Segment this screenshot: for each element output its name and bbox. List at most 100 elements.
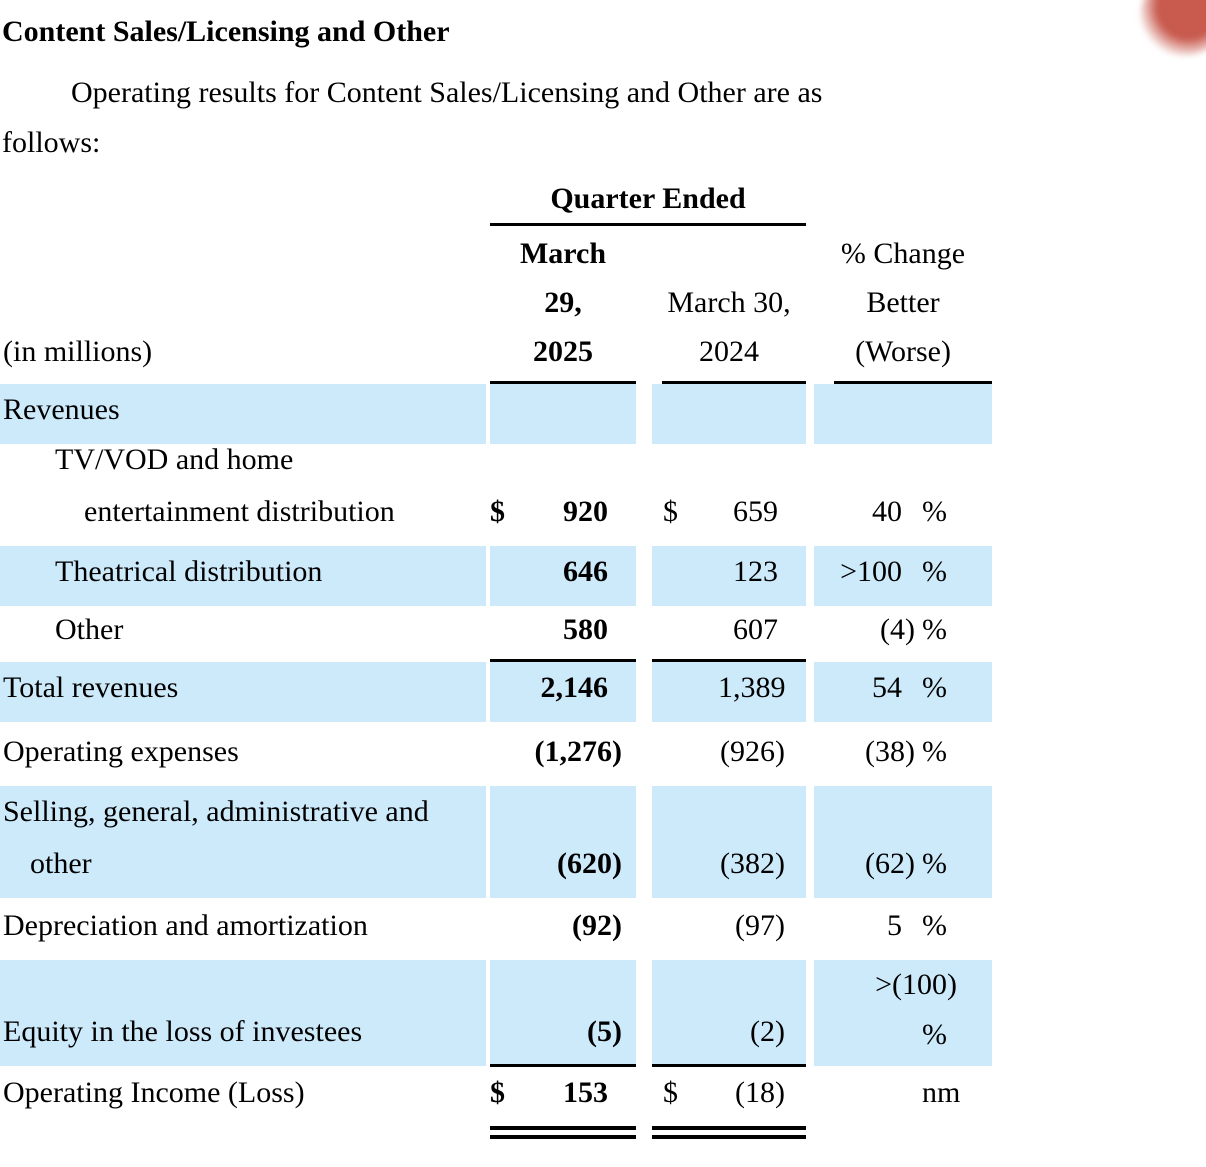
col-header-2025: March 29, 2025: [490, 226, 636, 384]
value-cell-2024: 123: [652, 546, 806, 606]
row-label-line: entertainment distribution: [84, 495, 395, 528]
column-gap: [806, 722, 814, 786]
value-cell-2025: $153: [490, 1067, 636, 1127]
pct-sign: %: [922, 735, 947, 768]
pct-sign: %: [922, 613, 947, 646]
row-label-line: Revenues: [3, 393, 120, 426]
currency-symbol: $: [490, 495, 505, 528]
value-cell-2025: 2,146: [490, 662, 636, 722]
intro-line: Operating results for Content Sales/Lice…: [71, 76, 823, 109]
table-row: Theatrical distribution 646 123 >100%: [0, 546, 992, 606]
intro-paragraph: Operating results for Content Sales/Lice…: [0, 68, 1206, 168]
col-header-line: 29,: [544, 286, 582, 319]
column-gap: [806, 434, 814, 546]
row-label-line: Equity in the loss of investees: [3, 1015, 363, 1048]
financial-table: Quarter Ended (in millions) March 29, 20…: [0, 168, 992, 1140]
value-cell-2025: (92): [490, 898, 636, 960]
double-rule-row: [0, 1124, 992, 1140]
pct-sign: %: [922, 555, 947, 588]
row-label-cell: TV/VOD and home entertainment distributio…: [0, 434, 486, 546]
value-cell-2025: (620): [490, 786, 636, 898]
value: 153: [563, 1076, 608, 1109]
value: (926): [720, 735, 785, 768]
table-row: Revenues: [0, 384, 992, 444]
value: (5): [587, 1015, 622, 1048]
pct-value: (4): [880, 613, 915, 646]
value: (382): [720, 847, 785, 880]
pct-value: 40: [872, 495, 902, 528]
value: 2,146: [540, 671, 609, 704]
value-cell-2025: [490, 384, 636, 444]
pct-change-cell: nm: [814, 1067, 992, 1127]
column-gap: [806, 662, 814, 722]
table-row: Operating Income (Loss) $153 $ (18) nm: [0, 1067, 992, 1124]
value-cell-2025: 580: [490, 604, 636, 664]
value-cell-2024: (382): [652, 786, 806, 898]
row-label-line: other: [30, 847, 92, 880]
value-cell-2024: 607: [652, 604, 806, 664]
currency-symbol: $: [663, 495, 678, 528]
page-title: Content Sales/Licensing and Other: [2, 15, 450, 48]
col-header-line: (Worse): [855, 335, 951, 368]
row-label-line: Theatrical distribution: [55, 555, 323, 588]
col-header-line: March 30,: [667, 286, 791, 319]
value: 123: [733, 555, 778, 588]
pct-change-cell: 40%: [814, 434, 992, 546]
column-gap: [806, 226, 814, 384]
column-gap: [806, 604, 814, 664]
value: 920: [563, 495, 608, 528]
table-row: Equity in the loss of investees (5) (2) >(1…: [0, 960, 992, 1066]
row-label-cell: Total revenues: [0, 662, 486, 722]
value-cell-2024: (926): [652, 722, 806, 786]
pct-change-cell: (38)%: [814, 722, 992, 786]
row-label-cell: Other: [0, 604, 486, 664]
pct-sign: %: [922, 909, 947, 942]
column-gap: [636, 786, 652, 898]
row-label-cell: Operating expenses: [0, 722, 486, 786]
rule-row: [0, 1064, 992, 1067]
value-cell-2025: (5): [490, 960, 636, 1066]
row-label-cell: Equity in the loss of investees: [0, 960, 486, 1066]
column-gap: [636, 546, 652, 606]
row-label-line: Depreciation and amortization: [3, 909, 368, 942]
value-cell-2025: 646: [490, 546, 636, 606]
units-label-cell: (in millions): [0, 226, 486, 384]
table-row: Depreciation and amortization (92) (97) 5%: [0, 898, 992, 960]
rule-line: [490, 1126, 636, 1139]
rule-line: [652, 1064, 806, 1067]
pct-change-cell: >100%: [814, 546, 992, 606]
row-label-line: Operating expenses: [3, 735, 239, 768]
column-gap: [636, 722, 652, 786]
pct-value: >(100): [875, 968, 957, 1001]
row-label-line: Other: [55, 613, 124, 646]
col-header-line: March: [519, 237, 607, 270]
rule-row: [0, 659, 992, 662]
value: 580: [563, 613, 608, 646]
pct-value: 54: [872, 671, 902, 704]
value: (97): [735, 909, 785, 942]
table-rows: Revenues TV/VOD and home entertainment dis…: [0, 384, 992, 1140]
value-cell-2024: [652, 384, 806, 444]
value: 659: [733, 495, 778, 528]
pct-value: (38): [865, 735, 915, 768]
column-gap: [636, 604, 652, 664]
value: (1,276): [534, 735, 622, 768]
pct-change-cell: (62)%: [814, 786, 992, 898]
rule-line: [652, 659, 806, 662]
col-header-2024: March 30, 2024: [652, 226, 806, 384]
col-header-line: 2025: [533, 335, 593, 368]
column-gap: [636, 898, 652, 960]
row-label-line: Selling, general, administrative and: [3, 795, 429, 828]
row-label-cell: Theatrical distribution: [0, 546, 486, 606]
row-label-cell: Revenues: [0, 384, 486, 444]
pct-change-cell: >(100)%: [814, 960, 992, 1066]
value-cell-2024: 1,389: [652, 662, 806, 722]
pct-change-cell: 54%: [814, 662, 992, 722]
pct-value: 5: [887, 909, 902, 942]
column-gap: [636, 662, 652, 722]
col-header-line: Better: [866, 286, 940, 319]
rule-line: [490, 659, 636, 662]
table-row: Operating expenses (1,276) (926) (38)%: [0, 722, 992, 786]
quarter-ended-header: Quarter Ended: [490, 179, 806, 226]
